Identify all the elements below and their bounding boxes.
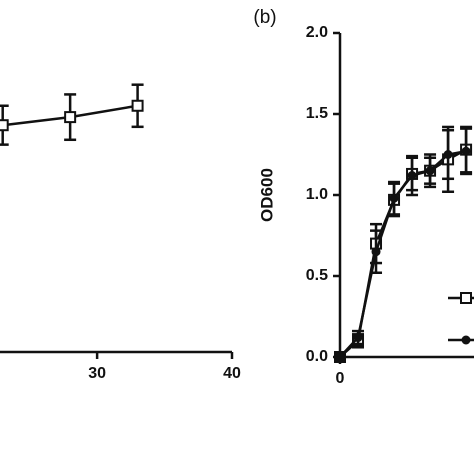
marker — [407, 171, 417, 181]
y-tick-label: 1.0 — [306, 186, 328, 203]
marker — [131, 99, 144, 112]
marker — [335, 352, 345, 362]
x-tick-label: 40 — [223, 365, 241, 382]
legend-marker — [461, 335, 471, 345]
y-axis-label: OD600 — [257, 168, 276, 222]
legend-marker — [460, 292, 472, 304]
marker — [425, 166, 435, 176]
marker — [371, 247, 381, 257]
marker — [389, 193, 399, 203]
y-tick-label: 2.0 — [306, 24, 328, 41]
y-tick-label: 0.5 — [306, 267, 328, 284]
marker — [0, 119, 9, 132]
marker — [353, 333, 363, 343]
x-tick-label: 0 — [336, 370, 345, 387]
marker — [64, 111, 77, 124]
marker — [443, 150, 453, 159]
marker — [461, 146, 471, 156]
y-tick-label: 1.5 — [306, 105, 328, 122]
x-tick-label: 30 — [88, 365, 106, 382]
panel-label: (b) — [253, 7, 276, 28]
y-tick-label: 0.0 — [306, 348, 328, 365]
